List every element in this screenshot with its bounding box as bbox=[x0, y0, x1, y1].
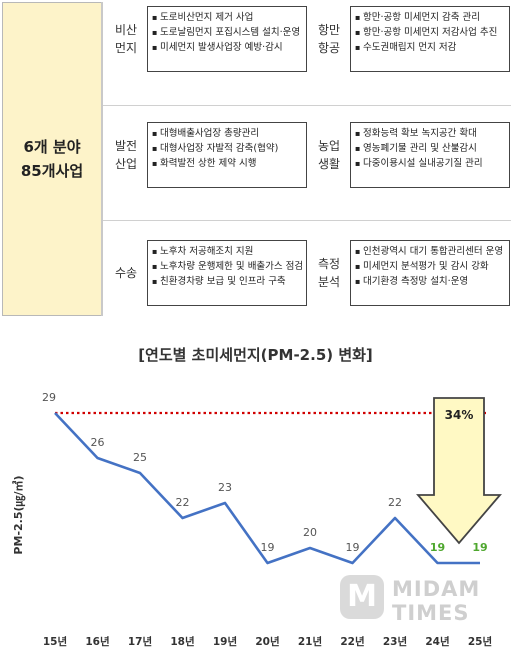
x-tick-label: 15년 bbox=[43, 635, 67, 648]
list-item: 도로날림먼지 포집시스템 설치·운영 bbox=[152, 25, 302, 40]
data-label: 19 bbox=[261, 541, 275, 554]
list-item: 다중이용시설 실내공기질 관리 bbox=[355, 156, 505, 171]
list-item: 대형배출사업장 총량관리 bbox=[152, 126, 302, 141]
policy-table: 6개 분야 85개사업 비산 먼지 도로비산먼지 제거 사업 도로날림먼지 포집… bbox=[0, 0, 511, 318]
list-item: 도로비산먼지 제거 사업 bbox=[152, 10, 302, 25]
x-tick-label: 19년 bbox=[213, 635, 237, 648]
category-transport: 수송 bbox=[114, 266, 138, 280]
data-label: 22 bbox=[388, 496, 402, 509]
table-divider bbox=[101, 2, 103, 316]
x-tick-label: 20년 bbox=[255, 635, 279, 648]
x-tick-label: 21년 bbox=[298, 635, 322, 648]
x-tick-label: 18년 bbox=[170, 635, 194, 648]
list-item: 항만·공항 미세먼지 저감사업 추진 bbox=[355, 25, 505, 40]
x-tick-label: 24년 bbox=[425, 635, 449, 648]
category-dust: 비산 먼지 bbox=[114, 23, 138, 55]
list-item: 영농폐기물 관리 및 산불감시 bbox=[355, 141, 505, 156]
category-power-industry: 발전 산업 bbox=[114, 139, 138, 171]
items-box-transport: 노후차 저공해조치 지원 노후차량 운행제한 및 배출가스 점검 친환경차량 보… bbox=[147, 240, 307, 306]
data-label: 25 bbox=[133, 451, 147, 464]
list-item: 인천광역시 대기 통합관리센터 운영 bbox=[355, 244, 505, 259]
list-item: 미세먼지 분석평가 및 감시 강화 bbox=[355, 259, 505, 274]
midam-logo-icon: M bbox=[340, 575, 384, 619]
items-box-measurement: 인천광역시 대기 통합관리센터 운영 미세먼지 분석평가 및 감시 강화 대기환… bbox=[350, 240, 510, 306]
items-box-power-industry: 대형배출사업장 총량관리 대형사업장 자발적 감축(협약) 화력발전 상한 제약… bbox=[147, 122, 307, 188]
summary-line-1: 6개 분야 bbox=[23, 138, 81, 156]
reduction-arrow-icon bbox=[416, 397, 502, 545]
data-label: 23 bbox=[218, 481, 232, 494]
reduction-label: 34% bbox=[445, 408, 474, 422]
data-label: 29 bbox=[42, 391, 56, 404]
list-item: 정화능력 확보 녹지공간 확대 bbox=[355, 126, 505, 141]
watermark: M MIDAM TIMES bbox=[340, 575, 500, 635]
series-line bbox=[54, 412, 480, 565]
items-box-dust: 도로비산먼지 제거 사업 도로날림먼지 포집시스템 설치·운영 미세먼지 발생사… bbox=[147, 6, 307, 72]
summary-cell: 6개 분야 85개사업 bbox=[2, 2, 102, 316]
list-item: 노후차 저공해조치 지원 bbox=[152, 244, 302, 259]
chart-canvas: 29 26 25 22 23 19 20 19 22 19 19 15년 16년 17년 18년 19년 20… bbox=[11, 391, 502, 648]
category-port-airport: 항만 항공 bbox=[317, 23, 341, 55]
summary-line-2: 85개사업 bbox=[20, 162, 84, 180]
category-measurement: 측정 분석 bbox=[317, 257, 341, 289]
list-item: 수도권매립지 먼지 저감 bbox=[355, 40, 505, 55]
data-label: 26 bbox=[91, 436, 105, 449]
x-tick-label: 16년 bbox=[85, 635, 109, 648]
data-label: 22 bbox=[176, 496, 190, 509]
watermark-line-2: TIMES bbox=[392, 601, 470, 625]
row-divider bbox=[103, 220, 511, 221]
data-label: 19 bbox=[346, 541, 360, 554]
data-label: 19 bbox=[430, 541, 445, 554]
data-label: 20 bbox=[303, 526, 317, 539]
list-item: 대형사업장 자발적 감축(협약) bbox=[152, 141, 302, 156]
list-item: 항만·공항 미세먼지 감축 관리 bbox=[355, 10, 505, 25]
list-item: 친환경차량 보급 및 인프라 구축 bbox=[152, 274, 302, 289]
chart-title: [연도별 초미세먼지(PM-2.5) 변화] bbox=[138, 346, 373, 364]
list-item: 화력발전 상한 제약 시행 bbox=[152, 156, 302, 171]
list-item: 미세먼지 발생사업장 예방·감시 bbox=[152, 40, 302, 55]
x-tick-label: 22년 bbox=[340, 635, 364, 648]
y-axis-label: PM-2.5(㎍/㎥) bbox=[11, 475, 26, 554]
x-tick-label: 25년 bbox=[468, 635, 492, 648]
data-label: 19 bbox=[472, 541, 487, 554]
category-agri-living: 농업 생활 bbox=[317, 139, 341, 171]
x-tick-label: 17년 bbox=[128, 635, 152, 648]
list-item: 대기환경 측정망 설치·운영 bbox=[355, 274, 505, 289]
list-item: 노후차량 운행제한 및 배출가스 점검 bbox=[152, 259, 303, 274]
items-box-agri-living: 정화능력 확보 녹지공간 확대 영농폐기물 관리 및 산불감시 다중이용시설 실… bbox=[350, 122, 510, 188]
x-tick-label: 23년 bbox=[383, 635, 407, 648]
items-box-port-airport: 항만·공항 미세먼지 감축 관리 항만·공항 미세먼지 저감사업 추진 수도권매… bbox=[350, 6, 510, 72]
watermark-line-1: MIDAM bbox=[392, 577, 481, 601]
pm25-chart: [연도별 초미세먼지(PM-2.5) 변화] 29 26 25 22 23 19 20 19 2… bbox=[0, 330, 511, 667]
row-divider bbox=[103, 105, 511, 106]
